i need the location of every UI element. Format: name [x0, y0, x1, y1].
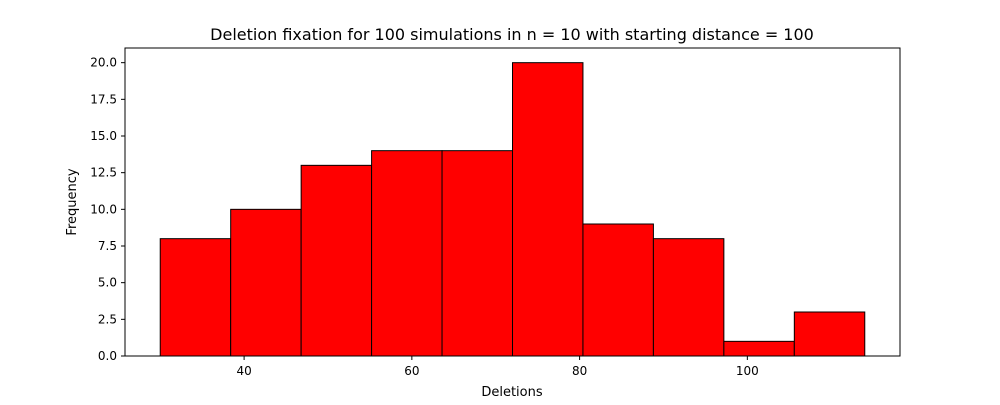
histogram-bar [793, 311, 866, 357]
y-tick-label: 12.5 [90, 166, 117, 180]
x-tick-label: 80 [572, 364, 587, 378]
y-axis-label: Frequency [65, 168, 80, 235]
x-axis-label: Deletions [481, 385, 543, 400]
x-tick-label: 40 [236, 364, 251, 378]
y-tick-label: 2.5 [98, 312, 117, 326]
y-tick-label: 20.0 [90, 56, 117, 70]
x-tick-label: 60 [404, 364, 419, 378]
histogram-bar [300, 164, 373, 357]
histogram-bar [512, 62, 584, 357]
histogram-bar [441, 150, 513, 357]
histogram-bar [159, 238, 232, 357]
bars-group [159, 62, 866, 357]
histogram-bar [230, 208, 302, 357]
histogram-bar [371, 150, 443, 357]
y-tick-label: 7.5 [98, 239, 117, 253]
histogram-bar [582, 223, 654, 357]
y-tick-label: 15.0 [90, 129, 117, 143]
y-axis-ticks: 0.0 2.5 5.0 7.5 10.0 12.5 15.0 17.5 20.0 [90, 56, 125, 363]
y-tick-label: 5.0 [98, 276, 117, 290]
histogram-bar [723, 340, 795, 357]
x-tick-label: 100 [736, 364, 759, 378]
chart-title: Deletion fixation for 100 simulations in… [210, 25, 814, 44]
histogram-bar [652, 238, 725, 357]
x-axis-ticks: 40 60 80 100 [236, 356, 759, 378]
y-tick-label: 17.5 [90, 92, 117, 106]
y-tick-label: 10.0 [90, 202, 117, 216]
plot-area-frame [124, 47, 901, 357]
y-tick-label: 0.0 [98, 349, 117, 363]
